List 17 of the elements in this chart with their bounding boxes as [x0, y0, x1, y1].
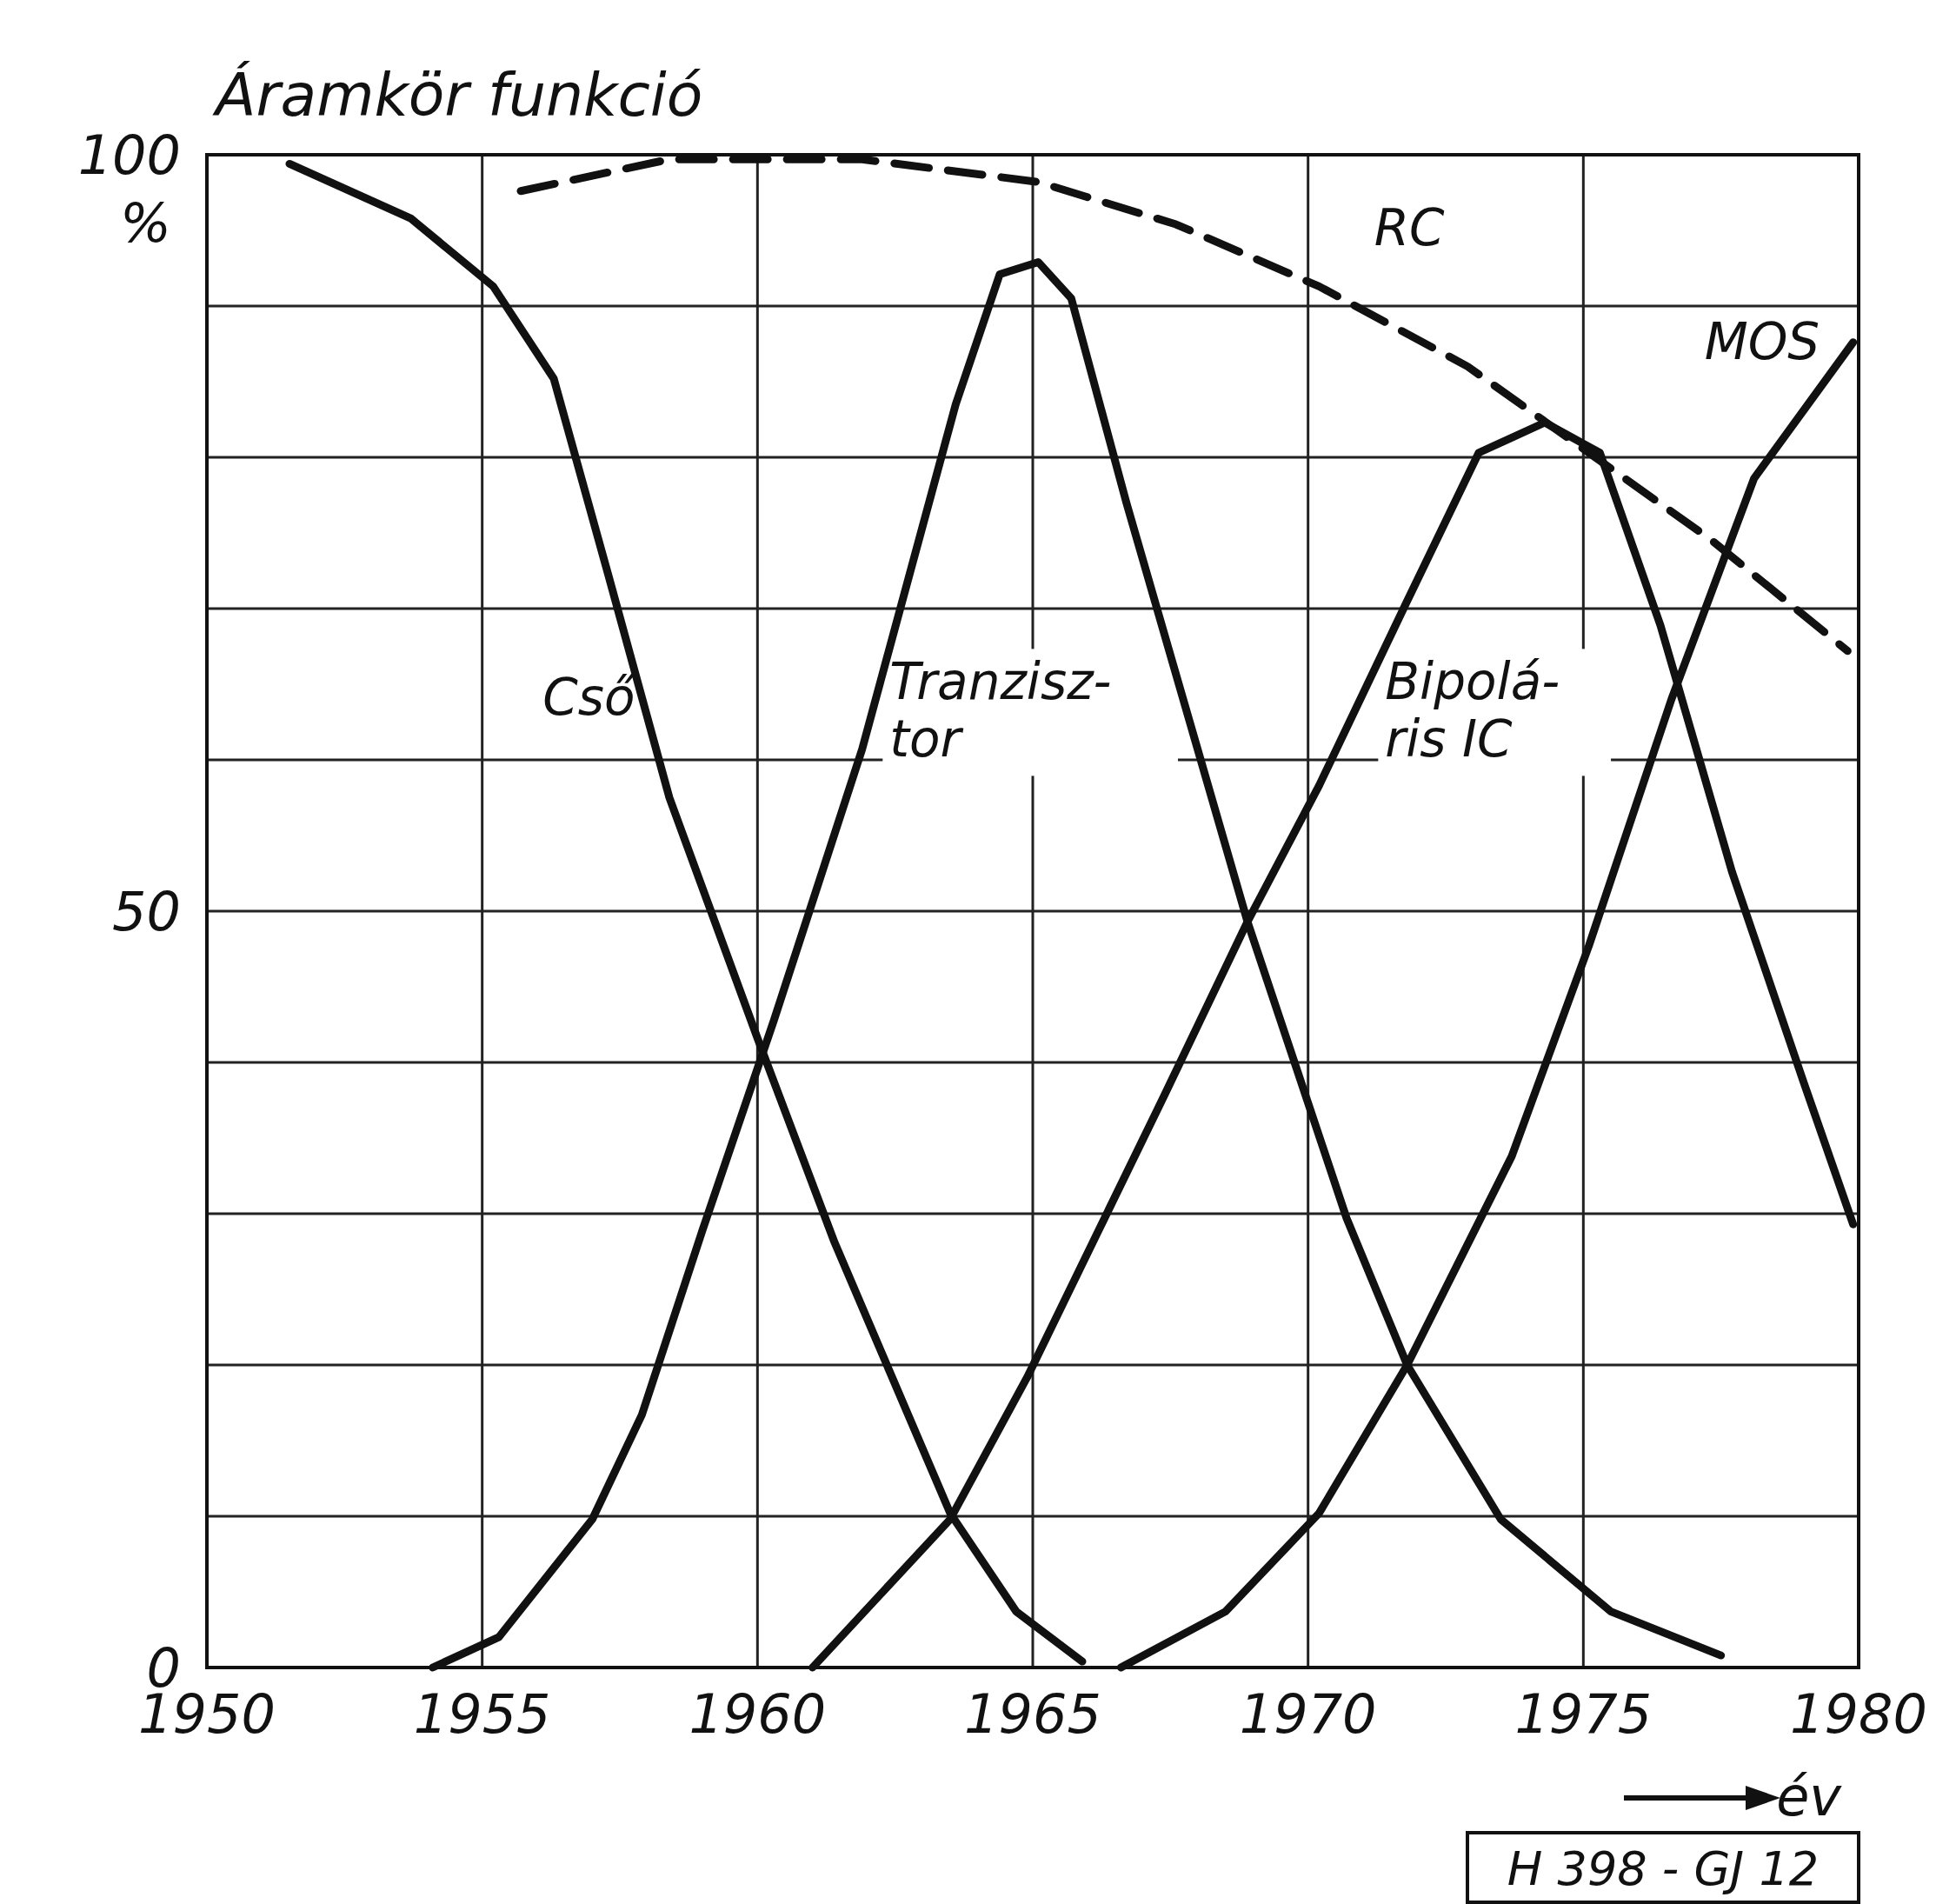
y-axis-title: Áramkör funkció	[212, 61, 703, 130]
text: %	[120, 191, 171, 255]
series-label: Cső	[542, 667, 637, 727]
y-tick-label: 100	[77, 123, 181, 187]
series-label: Bipolá- ris IC	[1385, 652, 1560, 769]
x-tick-label: 1965	[964, 1682, 1101, 1746]
series-label: MOS	[1704, 311, 1820, 371]
x-tick-label: 1980	[1790, 1682, 1927, 1746]
x-tick-label: 1955	[413, 1682, 551, 1746]
x-tick-label: 1970	[1239, 1682, 1377, 1746]
x-tick-label: 1975	[1514, 1682, 1653, 1746]
x-tick-label: 1960	[689, 1682, 827, 1746]
x-axis-title: év	[1776, 1765, 1843, 1828]
series-label: RC	[1374, 198, 1445, 258]
series-label: Tranzisz- tor	[889, 652, 1112, 769]
y-tick-label: 50	[112, 880, 181, 943]
text: H 398 - GJ 12	[1507, 1841, 1820, 1896]
